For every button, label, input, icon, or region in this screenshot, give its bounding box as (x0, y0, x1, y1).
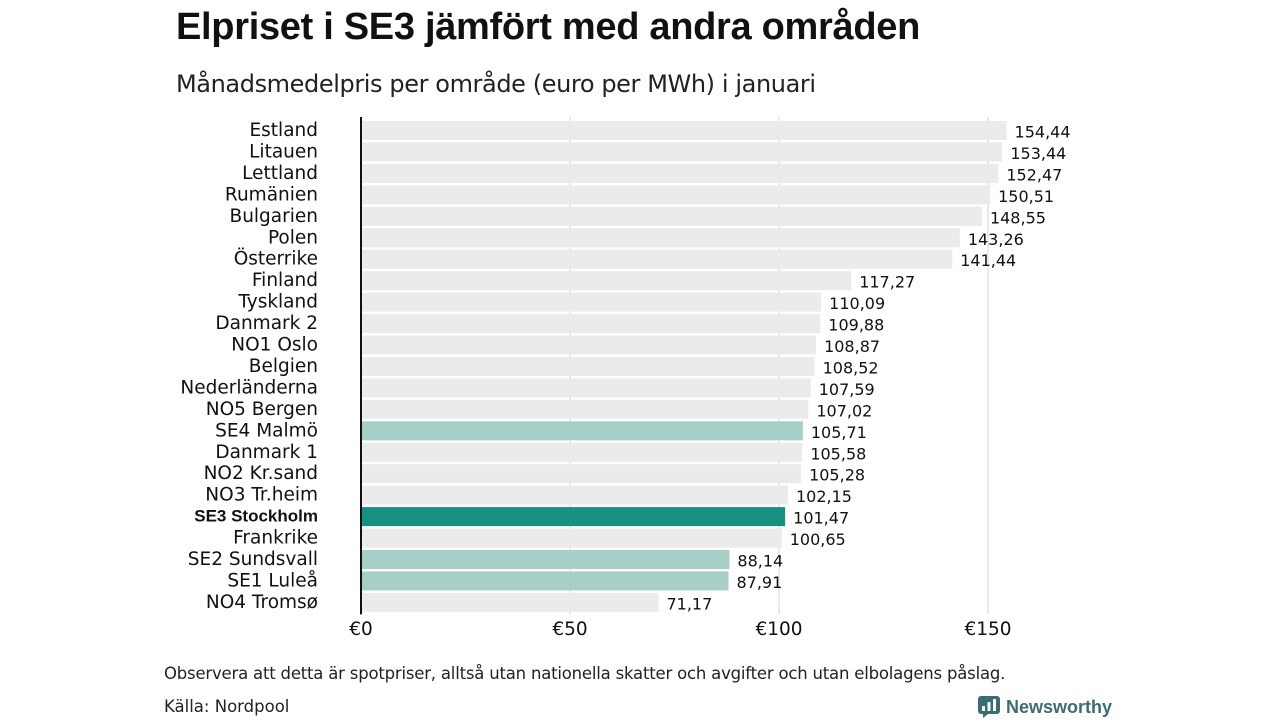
category-label-19: Frankrike (233, 528, 318, 549)
category-label-3: Rumänien (225, 184, 318, 205)
value-label-8: 110,09 (829, 294, 885, 313)
bar-3 (361, 185, 991, 205)
category-label-22: NO4 Tromsø (206, 592, 318, 613)
chart-subtitle: Månadsmedelpris per område (euro per MWh… (176, 70, 816, 98)
bar-21 (361, 571, 729, 591)
category-label-1: Litauen (249, 141, 318, 162)
category-label-0: Estland (249, 120, 318, 141)
bar-22 (361, 592, 659, 612)
value-label-7: 117,27 (859, 273, 915, 292)
value-label-18: 101,47 (793, 509, 849, 528)
bar-16 (361, 464, 802, 484)
bar-6 (361, 249, 953, 269)
category-label-5: Polen (268, 227, 318, 248)
bar-8 (361, 292, 822, 312)
bar-17 (361, 485, 788, 505)
category-label-10: NO1 Oslo (231, 335, 318, 356)
category-label-9: Danmark 2 (215, 313, 318, 334)
category-label-12: Nederländerna (180, 377, 318, 398)
bar-2 (361, 163, 999, 183)
bar-20 (361, 550, 730, 569)
category-label-7: Finland (252, 270, 318, 291)
category-label-20: SE2 Sundsvall (188, 549, 318, 570)
category-label-17: NO3 Tr.heim (205, 485, 318, 506)
category-label-18: SE3 Stockholm (194, 507, 318, 526)
brand-logo: Newsworthy (978, 694, 1112, 720)
newsworthy-logo-icon (978, 696, 1000, 718)
bar-19 (361, 528, 782, 548)
bar-10 (361, 335, 817, 355)
category-label-4: Bulgarien (230, 206, 319, 227)
bar-9 (361, 314, 821, 334)
bar-4 (361, 206, 982, 226)
chart-title: Elpriset i SE3 jämfört med andra områden (176, 6, 920, 48)
category-label-16: NO2 Kr.sand (204, 463, 318, 484)
category-label-21: SE1 Luleå (227, 570, 318, 591)
value-label-15: 105,58 (810, 444, 866, 463)
bar-18 (361, 507, 786, 527)
value-label-14: 105,71 (811, 423, 867, 442)
value-label-16: 105,28 (809, 466, 865, 485)
bar-14 (361, 421, 803, 441)
bar-11 (361, 356, 815, 376)
bar-7 (361, 271, 852, 291)
category-label-8: Tyskland (237, 292, 318, 313)
value-label-5: 143,26 (968, 230, 1024, 249)
bar-chart: Estland 154,44 Litauen 153,44 Lettland 152,47… (180, 117, 1071, 640)
value-label-6: 141,44 (960, 251, 1016, 270)
x-tick-label-0: €0 (349, 619, 373, 640)
value-label-4: 148,55 (990, 208, 1046, 227)
value-label-12: 107,59 (819, 380, 875, 399)
value-label-10: 108,87 (824, 337, 880, 356)
category-label-11: Belgien (249, 356, 318, 377)
category-label-2: Lettland (242, 163, 318, 184)
value-label-2: 152,47 (1006, 165, 1062, 184)
category-label-15: Danmark 1 (215, 442, 318, 463)
value-label-22: 71,17 (666, 594, 712, 613)
value-label-3: 150,51 (998, 187, 1054, 206)
value-label-19: 100,65 (790, 530, 846, 549)
value-label-1: 153,44 (1010, 144, 1066, 163)
bar-5 (361, 228, 960, 248)
x-tick-label-1: €50 (552, 619, 587, 640)
x-tick-label-2: €100 (755, 619, 802, 640)
value-label-11: 108,52 (823, 358, 879, 377)
source-label: Källa: Nordpool (164, 697, 290, 716)
bar-1 (361, 142, 1003, 162)
bar-0 (361, 121, 1007, 140)
bar-12 (361, 378, 811, 398)
category-label-13: NO5 Bergen (206, 399, 318, 420)
value-label-9: 109,88 (828, 316, 884, 335)
brand-name: Newsworthy (1006, 696, 1113, 717)
category-label-6: Österrike (234, 248, 318, 270)
value-label-0: 154,44 (1015, 123, 1071, 142)
x-tick-label-3: €150 (964, 619, 1011, 640)
value-label-17: 102,15 (796, 487, 852, 506)
footnote: Observera att detta är spotpriser, allts… (164, 664, 1006, 683)
value-label-20: 88,14 (737, 552, 783, 571)
value-label-21: 87,91 (736, 573, 782, 592)
value-label-13: 107,02 (816, 401, 872, 420)
category-label-14: SE4 Malmö (215, 420, 318, 441)
bar-15 (361, 442, 803, 462)
bar-13 (361, 399, 809, 419)
